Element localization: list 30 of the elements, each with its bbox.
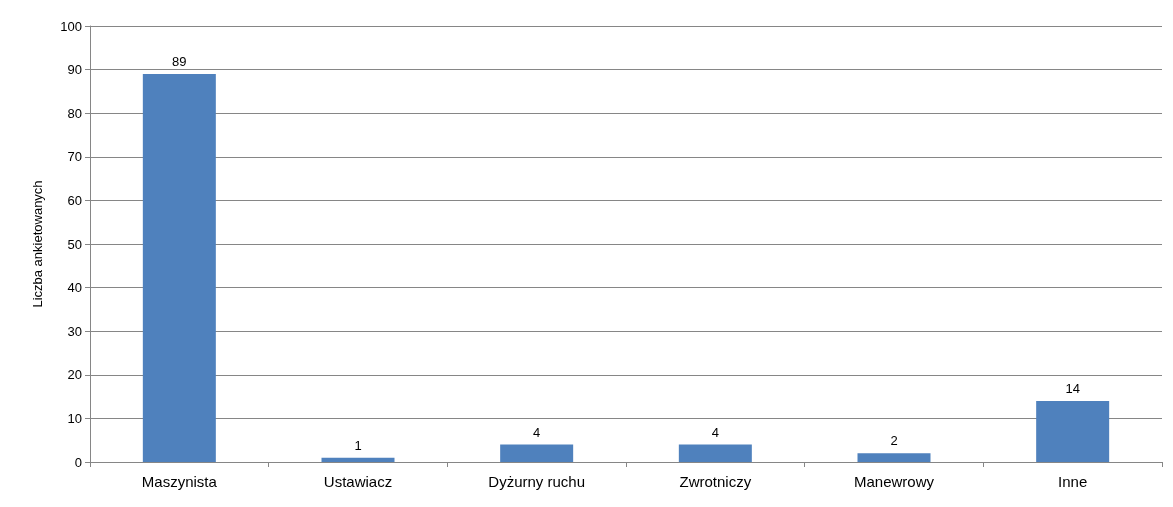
y-tick-label: 10 (67, 410, 82, 426)
y-tick-label: 100 (60, 18, 82, 34)
y-tick-label: 90 (67, 62, 82, 78)
y-tick-label: 0 (74, 454, 82, 470)
data-label: 14 (1065, 380, 1080, 396)
y-tick-label: 30 (67, 323, 82, 339)
y-axis-title: Liczba ankietowanych (30, 180, 45, 308)
y-tick-label: 40 (67, 280, 82, 296)
y-tick-label: 60 (67, 192, 82, 208)
x-tick-label: Manewrowy (853, 473, 935, 490)
bar (1036, 400, 1110, 462)
bar (142, 73, 216, 462)
data-label: 2 (890, 433, 898, 449)
data-label: 1 (354, 437, 362, 453)
y-tick-label: 80 (67, 105, 82, 121)
x-tick-label: Dyżurny ruchu (488, 473, 586, 490)
data-label: 4 (711, 424, 719, 440)
y-tick-label: 70 (67, 149, 82, 165)
bar (857, 453, 931, 462)
data-label: 4 (533, 424, 541, 440)
bar (678, 444, 752, 462)
bar (500, 444, 574, 462)
bar (321, 457, 395, 462)
x-tick-label: Zwrotniczy (679, 473, 752, 490)
y-tick-label: 20 (67, 367, 82, 383)
y-tick-label: 50 (67, 236, 82, 252)
x-tick-label: Ustawiacz (323, 473, 393, 490)
x-tick-label: Maszynista (141, 473, 218, 490)
x-tick-label: Inne (1058, 473, 1088, 490)
data-label: 89 (172, 53, 187, 69)
